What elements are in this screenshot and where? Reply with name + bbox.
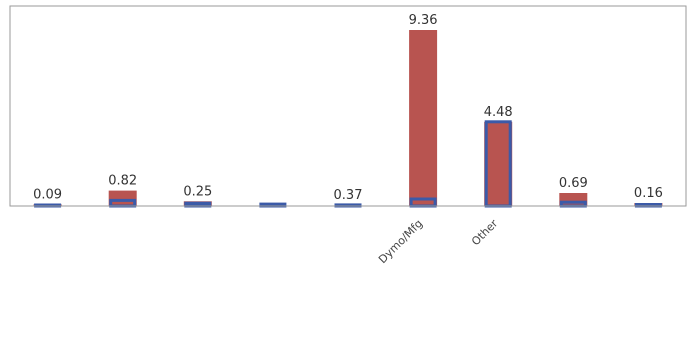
value-label-8: 0.69 [559, 176, 588, 191]
value-label-6: 9.36 [409, 13, 438, 28]
bar-s1-6 [409, 30, 438, 206]
value-label-7: 4.48 [484, 105, 513, 120]
bar-s1-8 [559, 193, 588, 206]
value-label-3: 0.25 [183, 184, 212, 199]
value-label-5: 0.37 [334, 188, 363, 203]
value-label-1: 0.09 [33, 187, 62, 202]
value-labels-layer: 0.09 0.82 0.25 0.37 9.36 4.48 0.69 0.16 [33, 13, 663, 203]
value-label-9: 0.16 [634, 186, 663, 201]
bars-layer [33, 30, 663, 208]
value-label-2: 0.82 [108, 174, 137, 189]
bar-s1-7 [484, 121, 513, 206]
bar-s1-2 [108, 190, 137, 206]
